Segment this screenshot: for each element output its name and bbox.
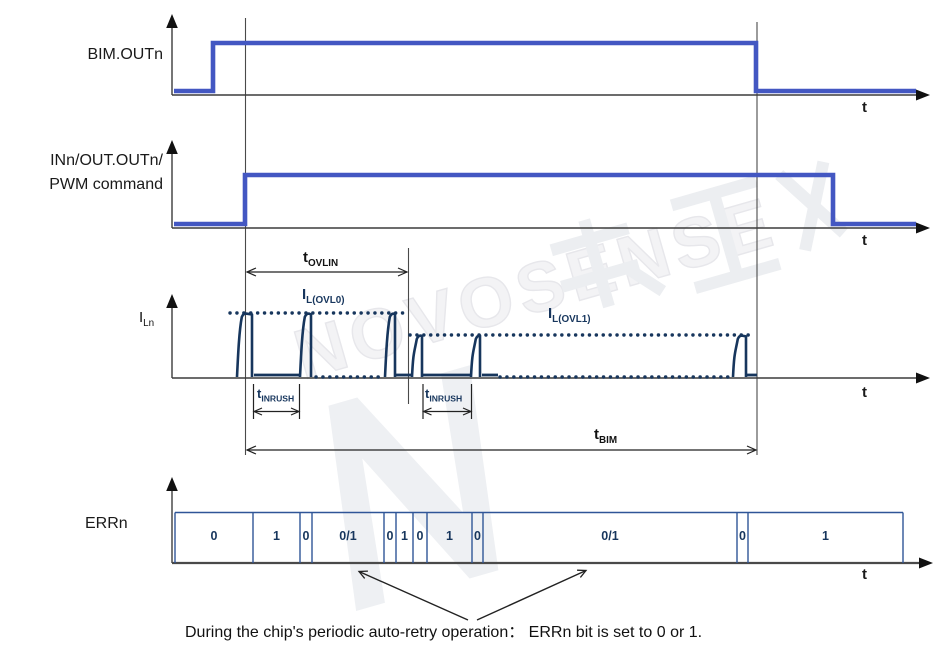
caption-arrow-right (476, 569, 588, 621)
t-bim-arrowhead-left (245, 445, 257, 455)
t-inrush1-label-base: t (257, 386, 262, 401)
t-inrush1-label: tINRUSH (257, 386, 295, 404)
i-ovl1-label-sub: L(OVL1) (552, 314, 591, 325)
watermark-graphic: NOVOSENSE (285, 160, 848, 612)
errn-t-arrow (919, 557, 933, 569)
t-inrush1-arrowhead-right (290, 407, 301, 416)
axes (171, 26, 918, 379)
t-inrush2-label-sub: INRUSH (429, 393, 463, 404)
errn-cell-value: 0 (739, 529, 746, 543)
t-inrush2-arrowhead-right (462, 407, 473, 416)
cmd-signal-label-line2: PWM command (49, 176, 163, 193)
errn-cell-value: 0/1 (339, 529, 357, 543)
bim-signal-label: BIM.OUTn (87, 46, 163, 63)
t-bim-arrowhead-right (746, 445, 758, 455)
errn-band-frame (174, 511, 904, 563)
errn-cell-value: 0 (386, 529, 394, 543)
il-spike (731, 334, 748, 378)
dimension-lines (245, 267, 758, 455)
il-axis-label: ILn (139, 309, 155, 329)
errn-cell-dividers (252, 512, 749, 563)
il-spike (298, 312, 313, 378)
bim-t-arrow (916, 89, 930, 101)
t-ovlin-label-sub: OVLIN (308, 258, 339, 269)
in-out-pwm-waveform (174, 172, 916, 227)
t-ovlin-arrowhead-left (245, 267, 257, 277)
errn-cell-value: 1 (401, 529, 408, 543)
i-ovl1-label-base: I (548, 305, 553, 322)
cmd-t-arrow (916, 222, 930, 234)
il-spike (410, 334, 424, 378)
i-ovl1-label: IL(OVL1) (548, 305, 591, 325)
i-ovl0-label: IL(OVL0) (302, 286, 345, 306)
il-y-arrow (166, 294, 178, 308)
t-ovlin-label: tOVLIN (303, 249, 339, 269)
t-inrush1-label-sub: INRUSH (261, 393, 295, 404)
il-t-label: t (862, 384, 867, 401)
caption-pointer-arrows (357, 569, 588, 621)
errn-y-arrow (166, 477, 178, 491)
errn-cell-value: 0 (210, 529, 218, 543)
il-axis-label-sub: Ln (143, 318, 155, 329)
caption-text: During the chip's periodic auto-retry op… (185, 624, 703, 641)
axis-arrowheads (166, 14, 933, 569)
il-dotted-threshold-lines (228, 311, 751, 379)
t-inrush2-arrowhead-left (422, 407, 432, 416)
il-t-arrow (916, 372, 930, 384)
errn-cell-value: 0 (302, 529, 310, 543)
cmd-signal-label-line1: INn/OUT.OUTn/ (50, 152, 163, 169)
cmd-t-label: t (862, 232, 867, 249)
errn-axes (171, 489, 920, 565)
errn-cell-value: 1 (822, 529, 829, 543)
errn-cell-value: 1 (446, 529, 453, 543)
bim-outn-waveform (174, 40, 916, 94)
t-bim-label: tBIM (594, 426, 618, 446)
errn-signal-label: ERRn (85, 515, 128, 532)
i-ovl0-label-base: I (302, 286, 307, 303)
t-inrush1-arrowhead-left (252, 407, 263, 416)
errn-cell-value: 0 (474, 529, 481, 543)
t-ovlin-label-base: t (303, 249, 308, 266)
t-ovlin-arrowhead-right (397, 267, 409, 277)
cmd-y-arrow (166, 140, 178, 154)
errn-t-label: t (862, 566, 867, 583)
errn-cell-value: 1 (273, 529, 280, 543)
t-bim-label-base: t (594, 426, 599, 443)
il-spike (235, 312, 254, 378)
errn-cell-value: 0 (416, 529, 424, 543)
il-spike (383, 312, 397, 378)
watermark-cjk-shapes (549, 160, 848, 309)
t-inrush2-label: tINRUSH (425, 386, 463, 404)
caption-arrow-left (357, 570, 469, 621)
bim-t-label: t (862, 99, 867, 116)
il-axis-label-base: I (139, 309, 144, 326)
t-inrush2-label-base: t (425, 386, 430, 401)
t-bim-label-sub: BIM (599, 435, 618, 446)
bim-y-arrow (166, 14, 178, 28)
errn-cell-value: 0/1 (601, 529, 619, 543)
watermark-n-logo (328, 365, 499, 612)
i-ovl0-label-sub: L(OVL0) (306, 295, 345, 306)
